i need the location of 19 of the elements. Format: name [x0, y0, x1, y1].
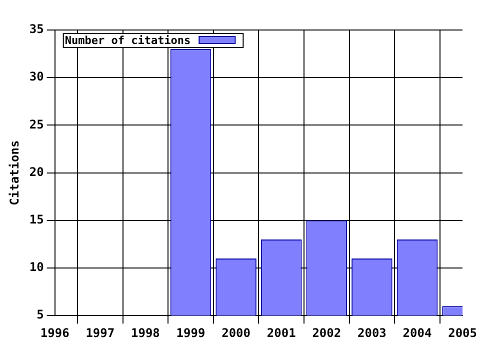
y-tick-label: 30: [29, 70, 44, 84]
y-tick-label: 15: [29, 212, 44, 227]
legend-label: Number of citations: [64, 34, 191, 47]
x-tick-label: 1996: [40, 326, 70, 340]
x-tick-label: 2003: [357, 326, 386, 340]
y-axis-title: Citations: [7, 140, 22, 206]
y-tick-label: 5: [36, 308, 44, 322]
y-tick-label: 25: [29, 117, 44, 132]
x-tick-label: 2005: [448, 326, 478, 340]
x-tick-label: 2000: [222, 326, 251, 340]
y-tick-label: 35: [29, 22, 44, 36]
x-tick-label: 1999: [176, 326, 206, 340]
x-tick-label: 2002: [312, 326, 342, 340]
x-tick-label: 2004: [402, 326, 432, 340]
y-tick-label: 10: [29, 260, 44, 274]
y-tick-label: 20: [29, 164, 44, 179]
x-tick-label: 1998: [130, 326, 160, 340]
x-tick-label: 1997: [86, 326, 115, 340]
x-tick-label: 2001: [266, 326, 296, 340]
